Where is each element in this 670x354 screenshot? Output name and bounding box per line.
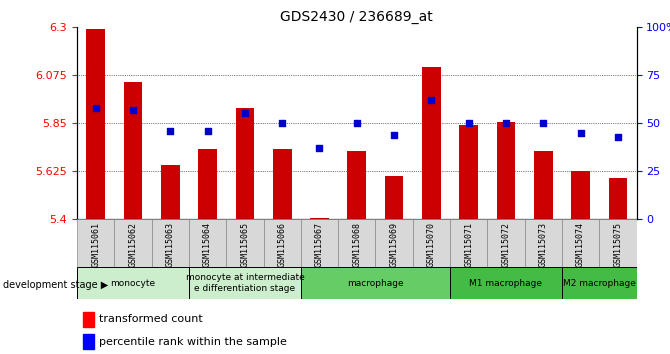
Text: GSM115069: GSM115069: [389, 222, 399, 267]
Point: [202, 128, 213, 133]
Point: [576, 130, 586, 136]
Bar: [608, 178, 627, 219]
Text: GSM115070: GSM115070: [427, 222, 436, 267]
Point: [612, 134, 623, 139]
Point: [314, 145, 325, 151]
Bar: [263, 219, 301, 267]
Bar: [348, 151, 366, 219]
Text: GSM115075: GSM115075: [613, 222, 622, 267]
Bar: [525, 219, 562, 267]
Bar: [572, 171, 590, 219]
Text: M1 macrophage: M1 macrophage: [470, 279, 543, 288]
Text: GSM115061: GSM115061: [91, 222, 100, 267]
Point: [389, 132, 399, 137]
Bar: [375, 219, 413, 267]
Bar: [496, 122, 515, 219]
Bar: [599, 219, 636, 267]
Text: M2 macrophage: M2 macrophage: [563, 279, 636, 288]
Bar: [273, 149, 291, 219]
Point: [165, 128, 176, 133]
Bar: [310, 218, 329, 219]
Point: [90, 105, 101, 110]
Bar: [77, 267, 189, 299]
Bar: [534, 151, 553, 219]
Bar: [450, 219, 487, 267]
Text: GSM115064: GSM115064: [203, 222, 212, 267]
Bar: [189, 219, 226, 267]
Text: GSM115068: GSM115068: [352, 222, 361, 267]
Point: [127, 107, 139, 112]
Bar: [82, 334, 94, 349]
Point: [351, 120, 362, 126]
Title: GDS2430 / 236689_at: GDS2430 / 236689_at: [281, 10, 433, 24]
Text: GSM115066: GSM115066: [277, 222, 287, 267]
Bar: [562, 267, 636, 299]
Text: GSM115065: GSM115065: [241, 222, 249, 267]
Text: transformed count: transformed count: [99, 314, 203, 324]
Text: GSM115072: GSM115072: [501, 222, 511, 267]
Text: macrophage: macrophage: [347, 279, 404, 288]
Point: [277, 120, 287, 126]
Point: [426, 97, 437, 103]
Point: [464, 120, 474, 126]
Bar: [422, 67, 441, 219]
Bar: [86, 29, 105, 219]
Text: GSM115074: GSM115074: [576, 222, 585, 267]
Text: development stage ▶: development stage ▶: [3, 280, 109, 290]
Bar: [562, 219, 599, 267]
Bar: [124, 82, 142, 219]
Text: monocyte: monocyte: [111, 279, 155, 288]
Point: [538, 120, 549, 126]
Text: GSM115067: GSM115067: [315, 222, 324, 267]
Bar: [413, 219, 450, 267]
Text: GSM115063: GSM115063: [165, 222, 175, 267]
Bar: [115, 219, 151, 267]
Text: GSM115062: GSM115062: [129, 222, 137, 267]
Point: [240, 110, 251, 116]
Bar: [236, 108, 254, 219]
Text: GSM115073: GSM115073: [539, 222, 548, 267]
Text: GSM115071: GSM115071: [464, 222, 473, 267]
Bar: [151, 219, 189, 267]
Bar: [338, 219, 375, 267]
Bar: [301, 219, 338, 267]
Bar: [460, 125, 478, 219]
Bar: [77, 219, 115, 267]
Bar: [385, 176, 403, 219]
Text: percentile rank within the sample: percentile rank within the sample: [99, 337, 287, 347]
Bar: [82, 312, 94, 327]
Bar: [198, 149, 217, 219]
Bar: [189, 267, 301, 299]
Bar: [487, 219, 525, 267]
Bar: [450, 267, 562, 299]
Bar: [301, 267, 450, 299]
Bar: [161, 165, 180, 219]
Text: monocyte at intermediate
e differentiation stage: monocyte at intermediate e differentiati…: [186, 274, 304, 293]
Bar: [226, 219, 263, 267]
Point: [500, 120, 511, 126]
